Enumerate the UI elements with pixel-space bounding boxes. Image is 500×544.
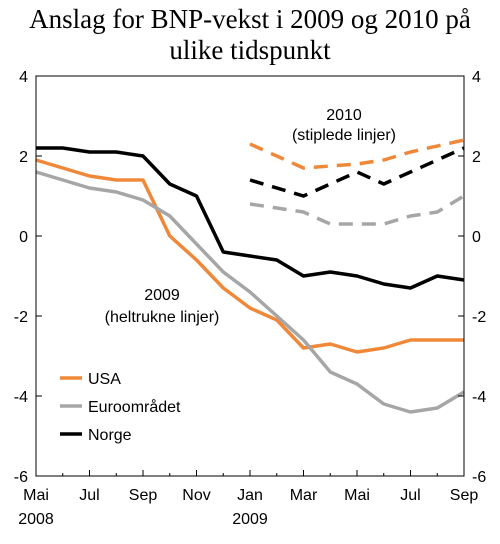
annotation-2010-note: (stiplede linjer) bbox=[292, 127, 396, 144]
x-tick-label: Nov bbox=[182, 487, 210, 504]
x-tick-label: Jul bbox=[400, 487, 420, 504]
chart-title: Anslag for BNP-vekst i 2009 og 2010 på u… bbox=[0, 4, 500, 66]
series-line-norge-2010 bbox=[249, 146, 465, 198]
legend-label-norge: Norge bbox=[88, 427, 132, 444]
x-year-label: 2008 bbox=[18, 511, 54, 528]
y-tick-label-left: 0 bbox=[19, 229, 28, 246]
annotation-layer: 2010 (stiplede linjer) 2009 (heltrukne linj… bbox=[105, 107, 396, 326]
series-layer bbox=[35, 138, 465, 414]
series-line-euro-2010 bbox=[249, 194, 465, 226]
chart-title-line1: Anslag for BNP-vekst i 2009 og 2010 på bbox=[29, 4, 471, 34]
annotation-2010-year: 2010 bbox=[326, 107, 362, 124]
y-tick-label-right: 0 bbox=[472, 229, 481, 246]
y-tick-label-right: -2 bbox=[472, 309, 486, 326]
series-line-norge-2009 bbox=[36, 146, 465, 290]
y-tick-label-right: 4 bbox=[472, 69, 481, 86]
x-tick-label: Sep bbox=[129, 487, 158, 504]
series-line-usa-2010 bbox=[249, 138, 465, 170]
y-tick-label-right: -4 bbox=[472, 389, 486, 406]
series-line-euro-2009 bbox=[35, 170, 465, 414]
y-tick-label-left: 4 bbox=[19, 69, 28, 86]
y-tick-label-left: 2 bbox=[19, 149, 28, 166]
y-tick-label-right: -6 bbox=[472, 469, 486, 486]
legend-label-usa: USA bbox=[88, 371, 121, 388]
x-tick-label: Jul bbox=[79, 487, 99, 504]
y-tick-label-right: 2 bbox=[472, 149, 481, 166]
x-year-label: 2009 bbox=[232, 511, 268, 528]
plot-frame bbox=[35, 75, 465, 477]
legend-label-euro: Euroområdet bbox=[88, 398, 181, 416]
annotation-2009-note: (heltrukne linjer) bbox=[105, 309, 220, 326]
chart-title-line2: ulike tidspunkt bbox=[169, 35, 331, 65]
x-tick-label: Mai bbox=[344, 487, 370, 504]
annotation-2009-year: 2009 bbox=[144, 287, 180, 304]
y-tick-label-left: -2 bbox=[14, 309, 28, 326]
x-tick-label: Sep bbox=[450, 487, 479, 504]
series-line-usa-2009 bbox=[35, 158, 464, 354]
legend: USA Euroområdet Norge bbox=[60, 371, 181, 444]
x-tick-label: Mar bbox=[290, 487, 318, 504]
x-tick-label: Mai bbox=[23, 487, 49, 504]
x-tick-label: Jan bbox=[237, 487, 263, 504]
y-tick-label-left: -4 bbox=[14, 389, 28, 406]
y-tick-label-left: -6 bbox=[14, 469, 28, 486]
